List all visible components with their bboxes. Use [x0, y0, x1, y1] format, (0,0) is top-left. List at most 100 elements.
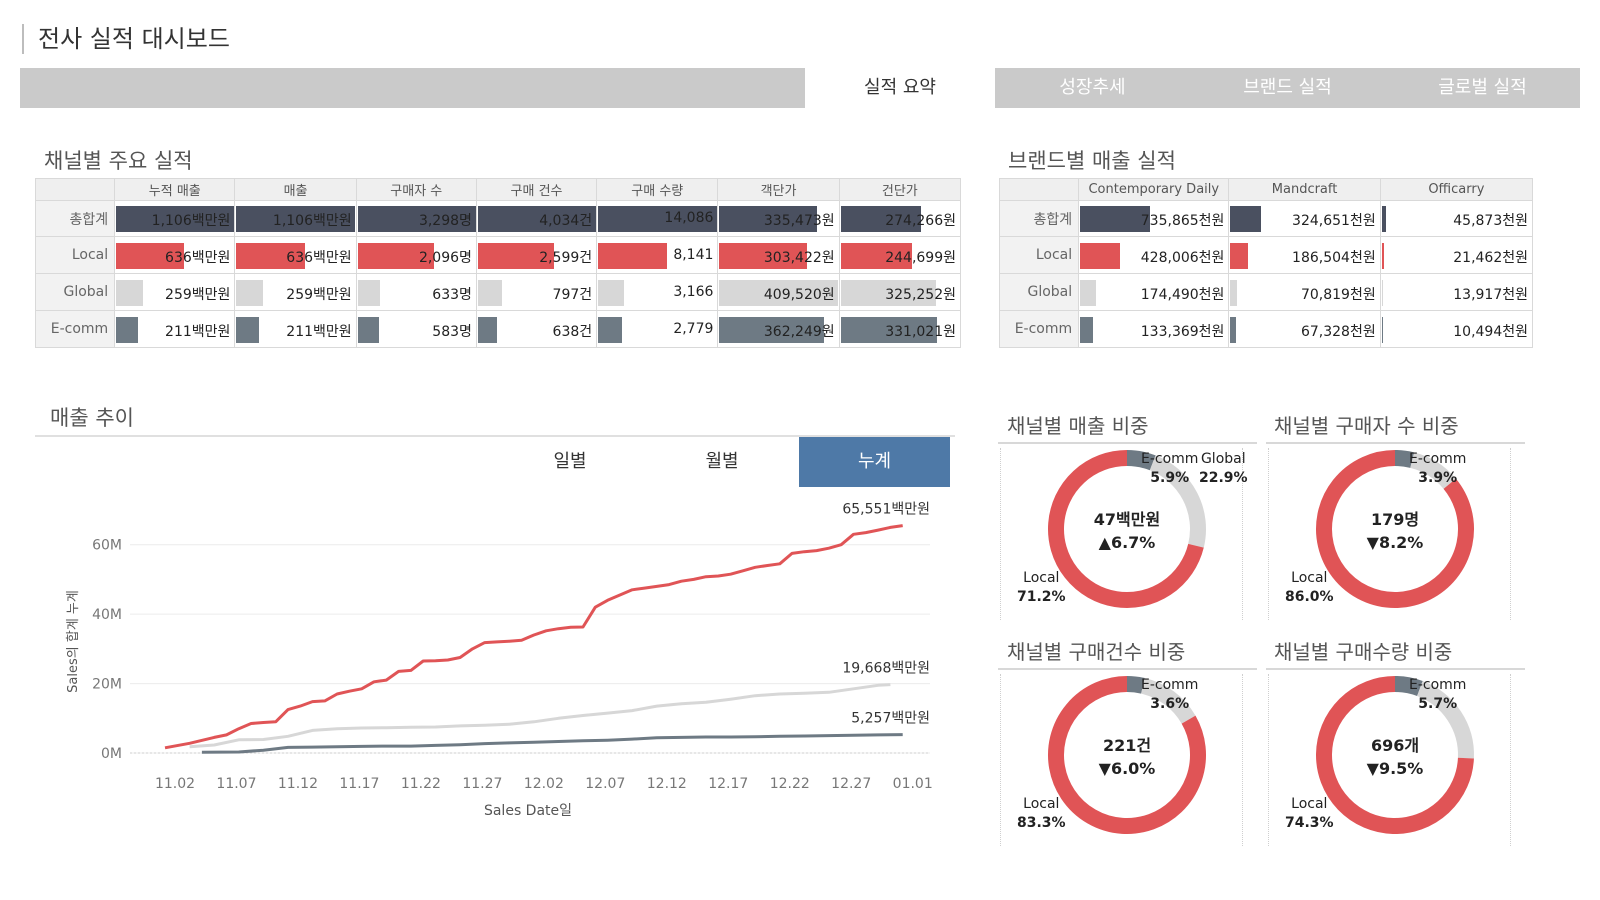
brand-cell: 10,494천원 [1379, 310, 1534, 348]
channel-bar [840, 317, 937, 343]
channel-cell: 211백만원 [234, 310, 357, 348]
toggle-cumulative[interactable]: 누계 [799, 437, 950, 487]
brand-cell: 67,328천원 [1228, 310, 1381, 348]
donut-chart: 221건 ▼6.0% [1048, 676, 1206, 834]
channel-bar [357, 317, 379, 343]
donut-slice-name: Local [1023, 570, 1060, 586]
tab-brand-performance[interactable]: 브랜드 실적 [1243, 77, 1332, 98]
channel-cell: 211백만원 [114, 310, 236, 348]
channel-value: 211백만원 [165, 324, 231, 340]
donut-slice-pct: 5.9% [1150, 470, 1190, 486]
donut-chart: 47백만원 ▲6.7% [1048, 450, 1206, 608]
brand-bar [1381, 206, 1386, 232]
brand-bar [1381, 243, 1384, 269]
x-tick-label: 12.17 [708, 776, 748, 792]
channel-bar [236, 317, 260, 343]
donut-title: 채널별 구매자 수 비중 [1274, 414, 1459, 438]
tab-global-performance[interactable]: 글로벌 실적 [1438, 77, 1527, 98]
channel-value: 1,106백만원 [151, 213, 231, 229]
toggle-daily[interactable]: 일별 [553, 451, 587, 472]
channel-col-header: 매출 [234, 178, 357, 201]
donut-slice-name: E-comm [1409, 677, 1467, 693]
channel-value: 325,252원 [885, 287, 956, 303]
donut-left-border [1000, 448, 1001, 620]
channel-bar [357, 280, 380, 306]
channel-bar [477, 317, 497, 343]
donut-slice-pct: 86.0% [1285, 589, 1334, 605]
donut-left-border [1242, 448, 1243, 620]
brand-cell: 45,873천원 [1379, 200, 1534, 237]
donut-slice-pct: 74.3% [1285, 815, 1334, 831]
brand-bar [1080, 206, 1151, 232]
donut-title: 채널별 구매건수 비중 [1007, 640, 1186, 664]
donut-label-local: Local 86.0% [1285, 569, 1334, 607]
channel-row-label: E-comm [34, 310, 116, 348]
channel-value: 583명 [432, 324, 472, 340]
donut-slice-global [1409, 452, 1456, 490]
channel-cell: 797건 [475, 273, 598, 311]
x-tick-label: 11.17 [339, 776, 379, 792]
x-tick-label: 11.07 [216, 776, 256, 792]
tab-performance-summary[interactable]: 실적 요약 [805, 68, 995, 108]
brand-bar [1230, 280, 1238, 306]
donut-title-rule [1266, 442, 1525, 444]
donut-title: 채널별 매출 비중 [1007, 414, 1149, 438]
brand-value: 428,006천원 [1140, 250, 1225, 266]
channel-col-header: 구매자 수 [355, 178, 477, 201]
brand-cell: 133,369천원 [1078, 310, 1230, 348]
series-line-local [164, 524, 903, 750]
donut-label-global: Global 22.9% [1199, 450, 1248, 488]
channel-bar [598, 280, 625, 306]
donut-label-local: Local 71.2% [1017, 569, 1066, 607]
channel-value: 797건 [552, 287, 593, 303]
series-end-label: 19,668백만원 [842, 661, 930, 677]
channel-bar [116, 243, 185, 269]
brand-corner [998, 178, 1080, 201]
channel-bar [598, 243, 668, 269]
brand-value: 45,873천원 [1453, 213, 1528, 229]
brand-col-header: Officarry [1379, 178, 1534, 201]
channel-col-header: 누적 매출 [114, 178, 236, 201]
tab-growth-trend[interactable]: 성장추세 [1059, 77, 1126, 98]
donut-slice-name: Local [1023, 796, 1060, 812]
toggle-monthly[interactable]: 월별 [705, 451, 739, 472]
donut-label-local: Local 74.3% [1285, 795, 1334, 833]
channel-value: 1,106백만원 [272, 213, 352, 229]
donut-label-ecomm: E-comm 5.9% [1141, 450, 1198, 488]
channel-bar [840, 280, 936, 306]
donut-left-border [1268, 674, 1269, 846]
channel-corner [34, 178, 116, 201]
channel-cell: 2,779 [596, 310, 719, 348]
brand-value: 70,819천원 [1300, 287, 1376, 303]
trend-title: 매출 추이 [50, 406, 134, 430]
donut-chart: 696개 ▼9.5% [1316, 676, 1474, 834]
x-tick-label: 11.12 [278, 776, 318, 792]
channel-col-header: 건단가 [838, 178, 962, 201]
x-tick-label: 12.07 [585, 776, 625, 792]
channel-row-label: Local [34, 236, 116, 274]
donut-center-change: ▲6.7% [1099, 533, 1156, 552]
donut-slice-global [1416, 681, 1474, 759]
channel-cell: 3,166 [596, 273, 719, 311]
brand-bar [1230, 317, 1237, 343]
series-end-label: 5,257백만원 [851, 711, 930, 727]
donut-left-border [1000, 674, 1001, 846]
donut-slice-global [1140, 678, 1196, 724]
brand-bar [1080, 280, 1097, 306]
channel-value: 636백만원 [165, 250, 231, 266]
donut-slice-local [1316, 676, 1474, 834]
brand-value: 10,494천원 [1453, 324, 1528, 340]
channel-bar [719, 317, 825, 343]
donut-slice-pct: 3.9% [1418, 470, 1458, 486]
channel-cell: 3,298명 [355, 200, 477, 237]
nav-left-spacer [20, 68, 805, 108]
channel-cell: 638건 [475, 310, 598, 348]
channel-value: 331,021원 [885, 324, 956, 340]
brand-cell: 735,865천원 [1078, 200, 1230, 237]
y-tick-label: 20M [92, 677, 122, 693]
channel-value: 2,096명 [418, 250, 472, 266]
brand-cell: 13,917천원 [1379, 273, 1534, 311]
donut-slice-name: E-comm [1409, 451, 1467, 467]
y-tick-label: 60M [92, 538, 122, 554]
page-title: 전사 실적 대시보드 [22, 24, 230, 54]
